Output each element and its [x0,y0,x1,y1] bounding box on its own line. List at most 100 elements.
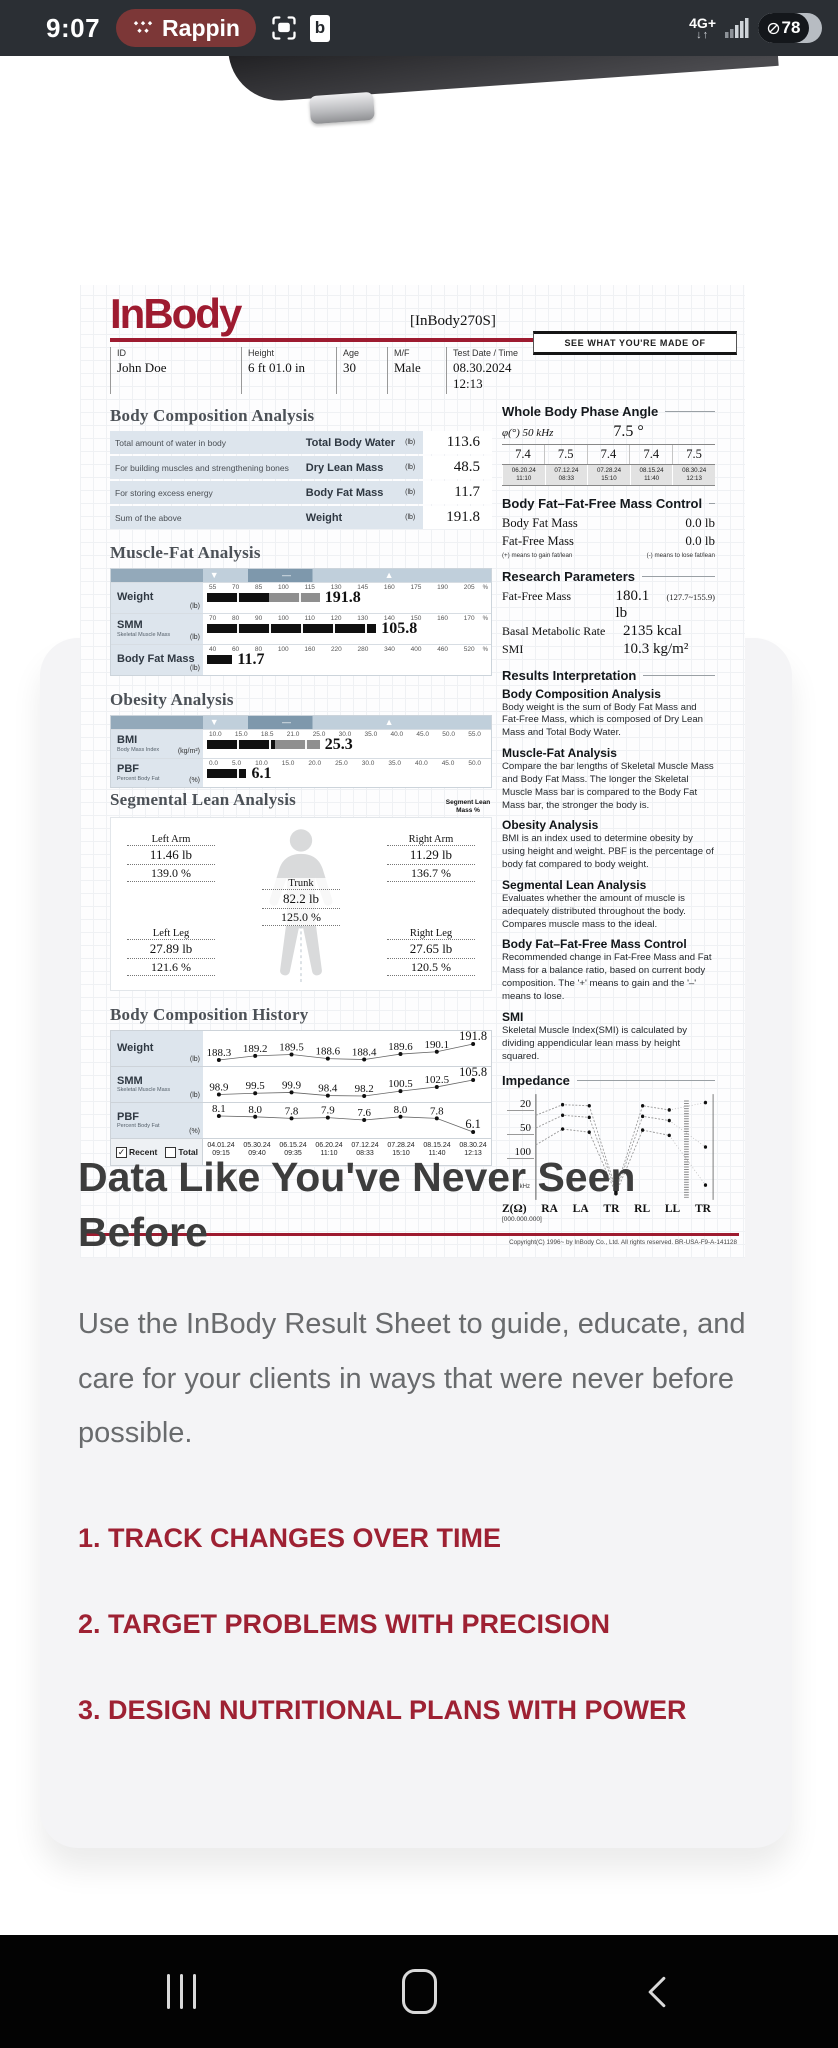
info-id: ID John Doe [110,347,241,394]
device-foot [309,91,375,125]
axis-tick: 160 [304,646,316,653]
axis-tick: 55 [209,584,217,591]
segment-left-arm: Left Arm 11.46 lb 139.0 % [127,834,215,882]
phase-angle-value-row: φ(°) 50 kHz 7.5 ° [502,423,644,440]
phase-value: 7.4 [629,445,672,464]
svg-text:98.9: 98.9 [209,1081,229,1093]
benefit-item-1: 1. TRACK CHANGES OVER TIME [78,1522,502,1553]
client-info-table: ID John Doe Height 6 ft 01.0 in Age 30 M… [110,347,540,394]
axis-tick: 190 [437,584,448,591]
axis-tick: 18.5 [260,731,274,738]
axis-tick: 45.0 [416,731,430,738]
home-button[interactable] [391,1964,447,2020]
bar-faded [269,593,320,602]
tagline-box: SEE WHAT YOU'RE MADE OF [533,331,737,355]
impedance-x-label: RA [541,1203,558,1216]
android-nav-bar [0,1935,838,2048]
sla-title: Segmental Lean Analysis [110,790,296,809]
clock: 9:07 [46,12,101,43]
header-rule [110,338,558,342]
info-height: Height 6 ft 01.0 in [241,347,336,394]
inbody-logo: InBody [110,290,242,337]
signal-strength-icon [725,18,749,38]
phase-value: 7.4 [586,445,630,464]
bar-solid [207,593,270,602]
network-label: 4G+ [689,14,716,31]
table-row: Sum of the above Weight (lb) 191.8 [110,506,492,529]
svg-text:188.3: 188.3 [207,1047,232,1059]
back-chevron-icon [648,1976,666,2007]
axis-tick: 30.0 [361,760,375,767]
table-row: Total amount of water in body Total Body … [110,431,492,454]
axis-tick: 115 [304,584,315,591]
axis-tick: 100 [277,646,289,653]
status-bar: 9:07 Rappin b 4G+ ↓↑ [0,0,838,56]
phase-date: 08.30.24 12:13 [672,465,715,485]
svg-text:105.8: 105.8 [459,1067,487,1079]
recents-button[interactable] [153,1964,209,2020]
impedance-y-axis: 20 50 100 kHz [502,1092,534,1202]
back-button[interactable] [629,1964,685,2020]
history-title: Body Composition History [110,1005,309,1024]
benefit-item-2: 2. TARGET PROBLEMS WITH PRECISION [78,1608,611,1639]
axis-tick: 10.0 [255,760,268,767]
svg-text:7.8: 7.8 [430,1105,444,1117]
axis-tick: 130 [330,584,342,591]
battery-indicator: 78 [758,13,822,43]
svg-text:7.6: 7.6 [357,1107,371,1119]
bar-value: 191.8 [324,588,361,606]
normal-marker-icon: — [282,570,291,580]
legend-total: Total [165,1146,198,1158]
impedance-x-label: LL [664,1203,681,1216]
data-arrows-icon: ↓↑ [696,28,710,41]
axis-tick: 35.0 [364,731,378,738]
obesity-title: Obesity Analysis [110,690,234,709]
notification-chip-rappin[interactable]: Rappin [116,9,256,47]
svg-text:188.4: 188.4 [352,1047,377,1059]
bar-value: 11.7 [237,650,265,668]
axis-tick: 15.0 [234,731,248,738]
axis-tick: 120 [330,615,342,622]
info-test-date: Test Date / Time 08.30.2024 12:13 [446,347,540,394]
axis-tick: 110 [304,615,315,622]
fat-control-row: Body Fat Mass 0.0 lb [502,514,715,530]
axis-tick: 40.0 [415,760,428,767]
svg-text:6.1: 6.1 [465,1117,480,1131]
impedance-footer: [000.000.000] [502,1216,542,1224]
axis-tick: 40 [209,646,217,653]
phase-date: 08.15.24 11:40 [629,465,673,485]
mfa-title: Muscle-Fat Analysis [110,543,261,562]
axis-tick: 280 [357,646,369,653]
axis-tick: 5.0 [232,760,242,767]
over-marker-icon: ▲ [384,717,394,727]
marketing-section: Data Like You've Never Seen Before Use t… [78,1150,768,1726]
research-row: SMI 10.3 kg/m² [502,640,689,657]
impedance-x-label: TR [694,1203,711,1216]
segment-trunk: Trunk 82.2 lb 125.0 % [262,878,340,926]
bar-row-weight: Weight (lb) 55 70 85 100 115 130 145 160 175 190 20… [111,582,491,613]
intro-paragraph: Use the InBody Result Sheet to guide, ed… [78,1308,746,1450]
history-line-weight: 188.3 189.2 189.5 188.6 188.4 189.6 190.1 191.8 [203,1029,491,1066]
page-title: Data Like You've Never Seen Before [78,1154,636,1255]
axis-tick: 35.0 [388,760,402,767]
rappin-app-icon [133,21,153,33]
range-band: ▼ — ▲ [111,716,491,729]
legend-recent: ✓ Recent [116,1146,158,1158]
axis-tick: 145 [357,584,369,591]
phase-values-row: 7.4 7.5 7.4 7.4 7.5 [502,444,715,465]
bar-solid [207,740,275,749]
axis-tick: 150 [410,615,422,622]
history-line-smm: 98.9 99.5 99.9 98.4 98.2 100.5 102.5 105.8 [203,1065,491,1102]
axis-tick: 20.0 [308,760,322,767]
notification-doc-icon: b [310,14,330,42]
history-date-label: 04.01.24 09:15 [207,1142,235,1158]
history-date-label: 08.30.24 12:13 [459,1142,487,1158]
impedance-y-tick: 20 [507,1098,534,1112]
phase-date: 07.12.24 08:33 [544,465,588,485]
axis-tick: 160 [437,615,448,622]
axis-tick: 45.0 [441,760,455,767]
research-title: Research Parameters [502,569,715,584]
svg-text:188.6: 188.6 [316,1046,341,1058]
bar-row-bmi: BMI Body Mass Index (kg/m²) 10.0 15.0 18.5 21… [111,729,491,758]
research-row: Basal Metabolic Rate 2135 kcal [502,622,682,639]
